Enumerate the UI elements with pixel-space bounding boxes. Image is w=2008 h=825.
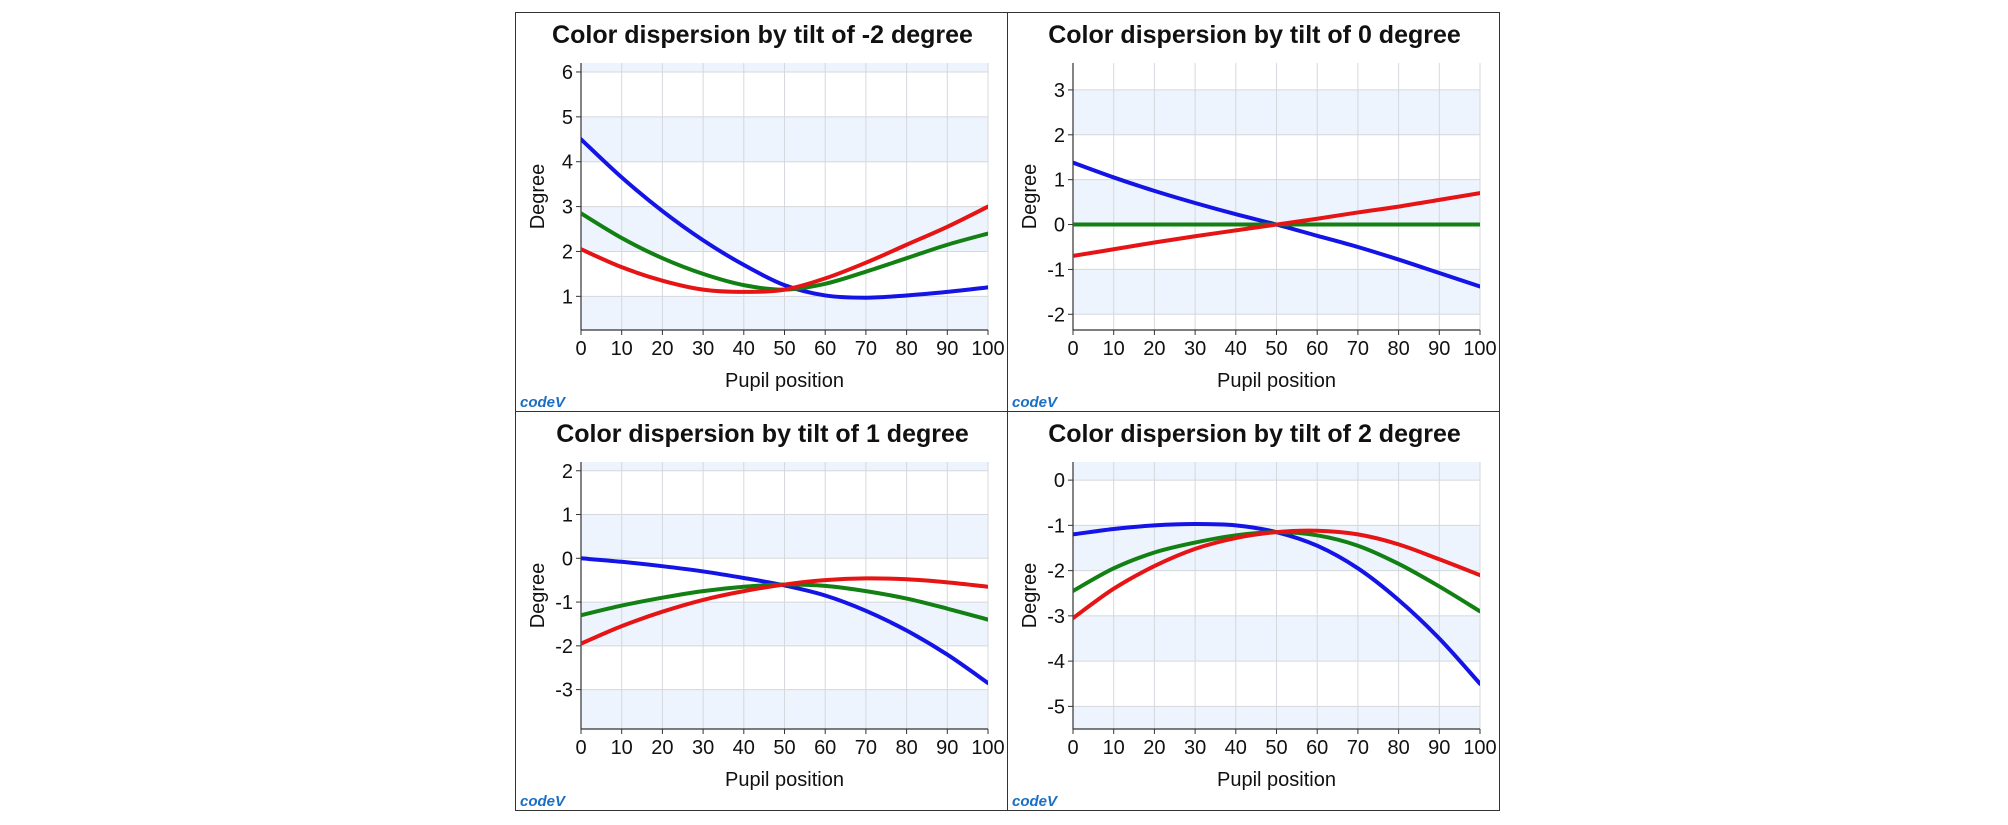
chart-title: Color dispersion by tilt of -2 degree [552, 21, 973, 49]
x-tick-label: 0 [1067, 737, 1078, 759]
x-tick-label: 20 [651, 338, 673, 360]
chart-svg: Color dispersion by tilt of 2 degree 0 10 2… [1012, 420, 1497, 810]
x-tick-label: 90 [936, 338, 958, 360]
x-tick-label: 50 [773, 737, 795, 759]
y-tick-label: -3 [1047, 606, 1065, 628]
x-tick-label: 100 [971, 737, 1004, 759]
y-tick-label: -2 [1047, 561, 1065, 583]
y-tick-label: -1 [555, 592, 573, 614]
y-axis-title: Degree [1019, 164, 1041, 230]
codev-logo: codeV [520, 793, 567, 810]
y-axis-title: Degree [527, 164, 549, 230]
y-tick-label: 1 [562, 505, 573, 527]
x-tick-label: 100 [1463, 338, 1496, 360]
codev-logo: codeV [520, 394, 567, 411]
y-tick-label: 2 [562, 461, 573, 483]
y-tick-label: 3 [1054, 80, 1065, 102]
chart-title: Color dispersion by tilt of 1 degree [556, 420, 969, 448]
x-tick-label: 10 [611, 338, 633, 360]
series-line-red [1073, 528, 1480, 621]
codev-logo: codeV [1012, 793, 1059, 810]
x-tick-label: 100 [971, 338, 1004, 360]
y-axis-title: Degree [1019, 563, 1041, 629]
x-tick-label: 90 [936, 737, 958, 759]
x-tick-label: 70 [1347, 737, 1369, 759]
chart-title: Color dispersion by tilt of 0 degree [1048, 21, 1461, 49]
y-tick-label: -3 [555, 680, 573, 702]
y-tick-label: -4 [1047, 651, 1065, 673]
x-tick-label: 80 [895, 338, 917, 360]
x-tick-label: 50 [1265, 338, 1287, 360]
y-tick-label: 0 [1054, 470, 1065, 492]
chart-panel-tilt-2: Color dispersion by tilt of 2 degree 0 10 2… [1007, 411, 1500, 811]
chart-title: Color dispersion by tilt of 2 degree [1048, 420, 1461, 448]
series-line-red [581, 204, 988, 294]
chart-svg: Color dispersion by tilt of -2 degree 0 10… [520, 21, 1005, 411]
y-tick-label: -5 [1047, 696, 1065, 718]
x-tick-label: 60 [1306, 338, 1328, 360]
x-tick-label: 70 [855, 737, 877, 759]
x-axis-title: Pupil position [725, 370, 844, 392]
y-tick-label: -1 [1047, 515, 1065, 537]
chart-grid: Color dispersion by tilt of -2 degree 0 10… [515, 12, 1502, 813]
x-tick-label: 40 [1225, 737, 1247, 759]
y-tick-label: 5 [562, 107, 573, 129]
x-tick-label: 20 [651, 737, 673, 759]
x-tick-label: 90 [1428, 338, 1450, 360]
series-line-red [1073, 191, 1480, 258]
series-line-red [581, 576, 988, 646]
x-tick-label: 10 [1103, 737, 1125, 759]
y-tick-label: -2 [555, 636, 573, 658]
x-tick-label: 20 [1143, 737, 1165, 759]
x-tick-label: 0 [1067, 338, 1078, 360]
x-tick-label: 20 [1143, 338, 1165, 360]
chart-panel-tilt-0: Color dispersion by tilt of 0 degree 0 10 2… [1007, 12, 1500, 412]
x-tick-label: 0 [575, 338, 586, 360]
y-tick-label: 0 [562, 548, 573, 570]
series-line-blue [581, 137, 988, 300]
y-tick-label: -2 [1047, 304, 1065, 326]
y-tick-label: 6 [562, 62, 573, 84]
x-tick-label: 10 [611, 737, 633, 759]
x-tick-label: 0 [575, 737, 586, 759]
x-tick-label: 80 [895, 737, 917, 759]
x-tick-label: 50 [1265, 737, 1287, 759]
x-tick-label: 40 [733, 338, 755, 360]
y-tick-label: 1 [1054, 170, 1065, 192]
chart-panel-tilt-1: Color dispersion by tilt of 1 degree 0 10 2… [515, 411, 1008, 811]
x-tick-label: 70 [1347, 338, 1369, 360]
y-tick-label: 3 [562, 197, 573, 219]
x-tick-label: 40 [733, 737, 755, 759]
y-tick-label: -1 [1047, 259, 1065, 281]
x-tick-label: 30 [692, 737, 714, 759]
y-tick-label: 0 [1054, 215, 1065, 237]
x-tick-label: 10 [1103, 338, 1125, 360]
x-axis-title: Pupil position [725, 769, 844, 791]
x-tick-label: 60 [1306, 737, 1328, 759]
x-tick-label: 30 [1184, 737, 1206, 759]
x-tick-label: 80 [1387, 338, 1409, 360]
x-tick-label: 30 [1184, 338, 1206, 360]
x-tick-label: 90 [1428, 737, 1450, 759]
x-tick-label: 60 [814, 737, 836, 759]
y-axis-title: Degree [527, 563, 549, 629]
x-tick-label: 50 [773, 338, 795, 360]
x-axis-title: Pupil position [1217, 370, 1336, 392]
y-tick-label: 2 [1054, 125, 1065, 147]
x-tick-label: 40 [1225, 338, 1247, 360]
codev-logo: codeV [1012, 394, 1059, 411]
x-tick-label: 30 [692, 338, 714, 360]
x-tick-label: 70 [855, 338, 877, 360]
y-tick-label: 1 [562, 286, 573, 308]
x-tick-label: 100 [1463, 737, 1496, 759]
y-tick-label: 4 [562, 152, 573, 174]
x-tick-label: 60 [814, 338, 836, 360]
chart-panel-tilt-minus-2: Color dispersion by tilt of -2 degree 0 10… [515, 12, 1008, 412]
x-tick-label: 80 [1387, 737, 1409, 759]
x-axis-title: Pupil position [1217, 769, 1336, 791]
y-tick-label: 2 [562, 241, 573, 263]
